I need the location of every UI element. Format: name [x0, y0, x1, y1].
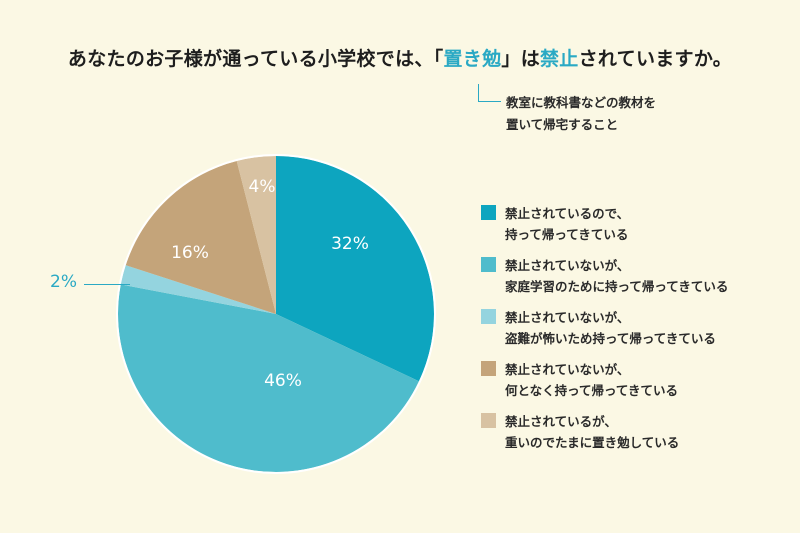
title-highlight-okiben: 置き勉 — [443, 48, 502, 70]
title-prefix: あなたのお子様が通っている小学校では、「 — [67, 48, 444, 70]
legend-label-line1: 禁止されているが、 — [505, 414, 617, 429]
note-line-2: 置いて帰宅すること — [506, 117, 619, 132]
legend-label-line2: 何となく持って帰ってきている — [505, 383, 679, 398]
legend-swatch — [481, 257, 496, 272]
legend-swatch — [481, 309, 496, 324]
slice-label-32: 32% — [331, 234, 369, 254]
legend-label-line2: 家庭学習のために持って帰ってきている — [505, 279, 729, 294]
legend-label-line2: 盗難が怖いため持って帰ってきている — [505, 331, 716, 346]
slice-label-46: 46% — [264, 371, 302, 391]
chart-title: あなたのお子様が通っている小学校では、「置き勉」は禁止されていますか。 — [0, 44, 800, 71]
legend-label-line1: 禁止されていないが、 — [505, 362, 630, 377]
definition-note: 教室に教科書などの教材を 置いて帰宅すること — [506, 92, 656, 136]
legend-label-line1: 禁止されているので、 — [505, 206, 630, 221]
title-suffix: されていますか。 — [578, 48, 733, 70]
pie-slice — [236, 156, 276, 314]
note-line-1: 教室に教科書などの教材を — [506, 95, 657, 110]
legend-label-line2: 重いのでたまに置き勉している — [505, 435, 680, 450]
slice-label-16: 16% — [171, 243, 209, 263]
legend-swatch — [481, 361, 496, 376]
slice-label-2: 2% — [50, 272, 77, 292]
slice-label-4: 4% — [249, 177, 276, 197]
pie-slice — [276, 156, 434, 382]
legend-swatch — [481, 205, 496, 220]
slice-2-leader-line — [84, 284, 130, 285]
legend-label-line1: 禁止されていないが、 — [505, 310, 630, 325]
legend-swatch — [481, 413, 496, 428]
pie-slice — [117, 284, 419, 473]
pie-slice — [120, 265, 276, 314]
legend-label-line1: 禁止されていないが、 — [505, 258, 630, 273]
note-connector-line — [478, 84, 501, 102]
pie-slice — [125, 160, 277, 314]
legend-label-line2: 持って帰ってきている — [505, 227, 629, 242]
pie-outline — [116, 154, 436, 474]
title-highlight-kinshi: 禁止 — [540, 48, 579, 70]
title-middle: 」は — [501, 48, 540, 70]
pie-slices — [117, 156, 434, 473]
